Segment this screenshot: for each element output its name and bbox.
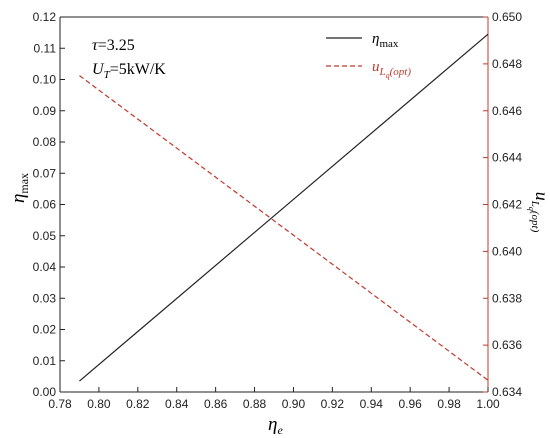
right-y-tick-label: 0.636 — [492, 338, 522, 352]
left-y-axis-sub: max — [17, 173, 31, 194]
legend: ηmax uLq(opt) — [326, 31, 411, 80]
x-tick-label: 0.86 — [204, 397, 228, 411]
x-axis-symbol: η — [268, 414, 277, 435]
left-y-tick-label: 0.03 — [33, 291, 57, 305]
left-y-axis-ticks: 0.00 0.01 0.02 0.03 0.04 0.05 0.06 0.07 0.08 0.09… — [33, 10, 65, 399]
right-y-axis-tail: (opt) — [529, 211, 541, 233]
left-y-tick-label: 0.10 — [33, 73, 57, 87]
right-y-axis-ticks: 0.634 0.636 0.638 0.640 0.642 0.644 0.646 0.648… — [483, 10, 522, 399]
right-y-tick-label: 0.634 — [492, 385, 522, 399]
left-y-tick-label: 0.04 — [33, 260, 57, 274]
left-y-tick-label: 0.05 — [33, 229, 57, 243]
left-y-tick-label: 0.01 — [33, 354, 57, 368]
x-tick-label: 0.78 — [48, 397, 72, 411]
right-y-tick-label: 0.644 — [492, 151, 522, 165]
x-tick-label: 0.94 — [360, 397, 384, 411]
x-axis-sub: e — [277, 423, 283, 437]
right-y-tick-label: 0.642 — [492, 198, 522, 212]
right-y-axis-label: uLq(opt) — [527, 192, 550, 233]
right-y-tick-label: 0.650 — [492, 10, 522, 24]
legend-label-u-opt: uLq(opt) — [372, 59, 411, 80]
legend-u-symbol: u — [372, 59, 380, 75]
x-tick-label: 1.00 — [476, 397, 500, 411]
x-tick-label: 0.98 — [437, 397, 461, 411]
right-y-tick-label: 0.640 — [492, 244, 522, 258]
right-y-axis-sub: L — [529, 200, 541, 207]
series-line-eta-max — [79, 33, 489, 382]
left-y-axis-label: ηmax — [8, 173, 31, 203]
legend-label-eta-max: ηmax — [372, 31, 399, 50]
tau-annotation: τ=3.25 — [92, 37, 135, 54]
legend-eta-sub: max — [379, 38, 398, 50]
x-tick-label: 0.88 — [243, 397, 267, 411]
ut-annotation: UT=5kW/K — [92, 61, 166, 81]
left-y-tick-label: 0.08 — [33, 135, 57, 149]
legend-u-tail: (opt) — [390, 66, 412, 78]
x-tick-label: 0.80 — [87, 397, 111, 411]
x-tick-label: 0.96 — [399, 397, 423, 411]
x-tick-label: 0.82 — [126, 397, 150, 411]
legend-eta-symbol: η — [372, 31, 379, 47]
tau-value: =3.25 — [98, 37, 135, 54]
right-y-axis-symbol: u — [532, 192, 550, 201]
x-axis-ticks: 0.78 0.80 0.82 0.84 0.86 0.88 0.90 0.92 0.94 0.96… — [48, 387, 500, 411]
tau-symbol: τ — [92, 37, 99, 54]
series-line-u-opt — [79, 75, 489, 381]
left-y-tick-label: 0.09 — [33, 104, 57, 118]
left-y-axis-symbol: η — [8, 194, 29, 203]
right-y-tick-label: 0.638 — [492, 291, 522, 305]
left-y-tick-label: 0.06 — [33, 198, 57, 212]
legend-u-sub: L — [379, 66, 386, 78]
left-y-tick-label: 0.11 — [34, 41, 57, 55]
right-y-axis-subsub: q — [527, 207, 536, 211]
ut-symbol: U — [92, 61, 105, 78]
ut-value: =5kW/K — [110, 61, 167, 78]
left-y-tick-label: 0.00 — [33, 385, 57, 399]
left-y-tick-label: 0.12 — [33, 10, 57, 24]
x-axis-label: ηe — [268, 414, 283, 437]
series-layer — [79, 33, 489, 382]
x-tick-label: 0.84 — [165, 397, 189, 411]
legend-u-subsub: q — [386, 71, 390, 80]
right-y-tick-label: 0.646 — [492, 104, 522, 118]
right-y-tick-label: 0.648 — [492, 57, 522, 71]
x-tick-label: 0.90 — [282, 397, 306, 411]
left-y-tick-label: 0.07 — [33, 166, 57, 180]
x-tick-label: 0.92 — [321, 397, 345, 411]
ut-sub: T — [104, 69, 111, 81]
left-y-tick-label: 0.02 — [33, 323, 57, 337]
